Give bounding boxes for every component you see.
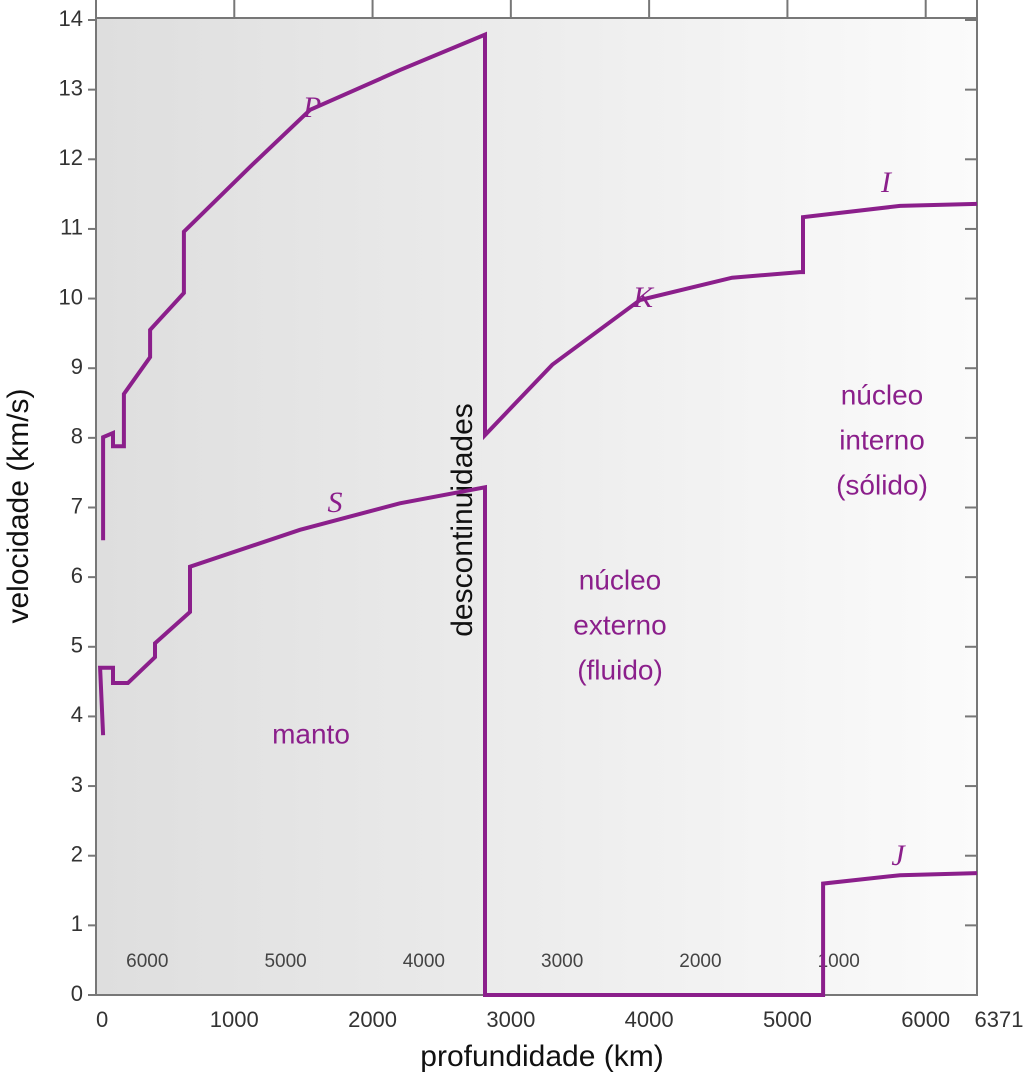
region-label: núcleo [579,564,662,595]
y-tick-label: 2 [71,842,83,867]
y-tick-label: 0 [71,981,83,1006]
y-tick-label: 7 [71,493,83,518]
x-tick-label: 6000 [901,1007,950,1032]
region-label: externo [573,609,666,640]
radius-tick-label: 5000 [264,951,306,972]
y-tick-label: 10 [59,284,83,309]
y-tick-label: 13 [59,75,83,100]
x-tick-label: 2000 [348,1007,397,1032]
x-tick-label: 0 [96,1007,108,1032]
curve-label: J [891,839,906,872]
y-tick-label: 8 [71,424,83,449]
y-tick-label: 11 [60,215,83,240]
series-label: P [302,91,321,124]
radius-tick-label: 1000 [818,951,860,972]
region-label: (fluido) [577,654,663,685]
region-label: interno [839,424,925,455]
y-tick-label: 12 [59,145,83,170]
radius-tick-label: 4000 [403,951,445,972]
y-tick-label: 6 [71,563,83,588]
x-tick-label: 5000 [763,1007,812,1032]
y-tick-label: 1 [71,911,83,936]
discontinuity-label: descontinuidades [446,403,479,637]
plot-area [95,17,978,996]
region-label: (sólido) [836,469,928,500]
x-tick-label: 1000 [210,1007,259,1032]
region-label: manto [272,718,350,749]
y-tick-label: 5 [71,633,83,658]
curve-label: I [880,166,893,199]
series-line [98,484,978,997]
x-tick-label: 6371 [975,1007,1024,1032]
x-tick-label: 4000 [625,1007,674,1032]
y-axis-title: velocidade (km/s) [2,388,35,623]
radius-tick-label: 2000 [679,951,721,972]
region-label: núcleo [841,379,924,410]
x-axis-title: profundidade (km) [420,1040,663,1073]
x-tick-label: 3000 [486,1007,535,1032]
radius-tick-label: 6000 [126,951,168,972]
series-label: S [328,486,343,519]
radius-tick-label: 3000 [541,951,583,972]
y-tick-label: 14 [59,6,83,31]
series-line [101,31,978,541]
y-tick-label: 3 [71,772,83,797]
y-tick-label: 4 [71,702,83,727]
curve-label: K [632,281,655,314]
y-tick-label: 9 [71,354,83,379]
